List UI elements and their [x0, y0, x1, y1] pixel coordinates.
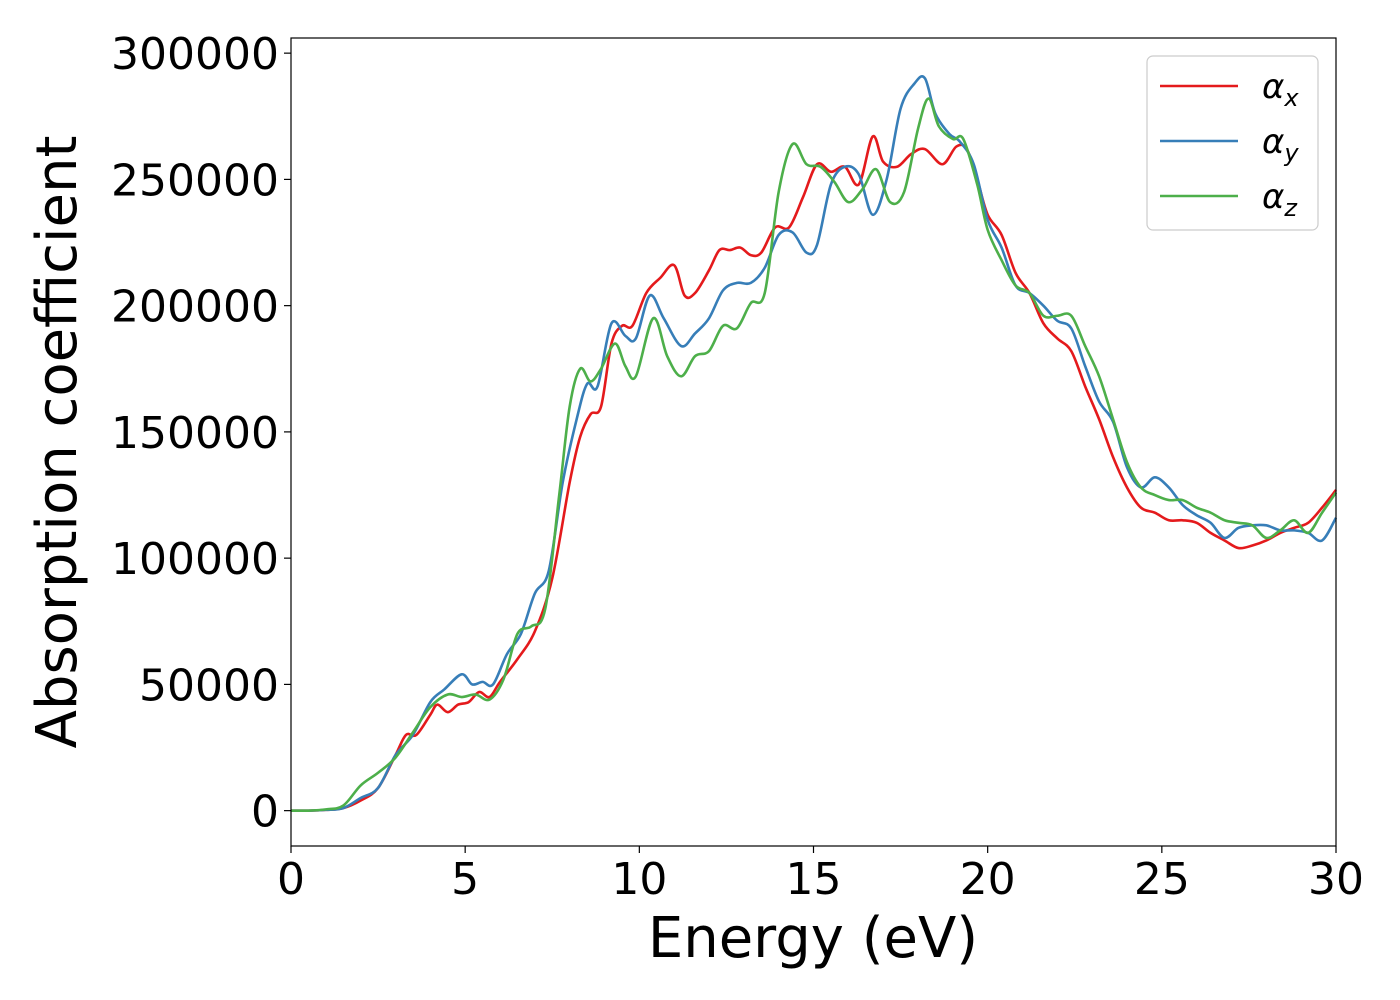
legend-label-x: αx — [1262, 67, 1299, 112]
series-line-x — [290, 134, 1338, 813]
y-tick-label: 50000 — [139, 660, 279, 711]
series-line-y — [290, 75, 1338, 813]
x-tick-label: 20 — [960, 854, 1016, 905]
legend: αx αy αz — [1146, 55, 1319, 231]
series-layer — [290, 75, 1338, 813]
y-tick-label: 250000 — [111, 155, 279, 206]
x-axis-label: Energy (eV) — [648, 906, 978, 971]
x-tick-label: 30 — [1308, 854, 1364, 905]
x-tick-label: 25 — [1134, 854, 1190, 905]
x-axis-ticks: 0 5 10 15 20 25 30 — [277, 846, 1364, 905]
x-tick-label: 5 — [451, 854, 479, 905]
x-tick-label: 15 — [786, 854, 842, 905]
y-tick-label: 150000 — [111, 408, 279, 459]
y-tick-label: 100000 — [111, 534, 279, 585]
y-axis-ticks: 0 50000 100000 150000 200000 250000 300000 — [111, 29, 291, 838]
x-tick-label: 0 — [277, 854, 305, 905]
series-line-z — [290, 97, 1338, 813]
legend-label-y: αy — [1262, 122, 1299, 167]
legend-box — [1146, 55, 1319, 231]
y-axis-label: Absorption coefficient — [25, 136, 90, 749]
legend-label-z: αz — [1262, 177, 1298, 222]
x-tick-label: 10 — [611, 854, 667, 905]
y-tick-label: 0 — [251, 787, 279, 838]
y-tick-label: 300000 — [111, 29, 279, 80]
y-tick-label: 200000 — [111, 282, 279, 333]
